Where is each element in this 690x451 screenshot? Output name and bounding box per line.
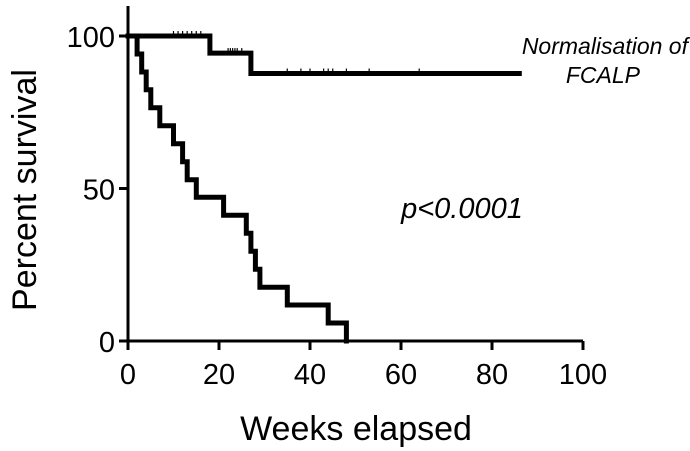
x-axis-title: Weeks elapsed bbox=[240, 410, 472, 448]
series-label-line-2: FCALP bbox=[566, 62, 641, 88]
series-group bbox=[125, 31, 522, 344]
y-tick-label: 100 bbox=[67, 22, 115, 54]
y-axis-title: Percent survival bbox=[6, 69, 44, 311]
y-tick-label: 50 bbox=[83, 175, 115, 207]
x-tick-label: 60 bbox=[385, 359, 417, 391]
series-line-1 bbox=[125, 33, 522, 76]
x-tick-label: 80 bbox=[476, 359, 508, 391]
x-tick-label: 0 bbox=[120, 359, 136, 391]
series-line-2 bbox=[125, 33, 349, 344]
x-tick-label: 40 bbox=[294, 359, 326, 391]
y-tick-label: 0 bbox=[99, 327, 115, 359]
p-value-annotation: p<0.0001 bbox=[400, 193, 523, 225]
ticks: 0 20 40 60 80 100 0 50 100 bbox=[67, 22, 608, 391]
x-tick-label: 20 bbox=[203, 359, 235, 391]
axes bbox=[126, 6, 583, 343]
x-tick-label: 100 bbox=[559, 359, 607, 391]
series-label-line-1: Normalisation of bbox=[522, 33, 690, 59]
